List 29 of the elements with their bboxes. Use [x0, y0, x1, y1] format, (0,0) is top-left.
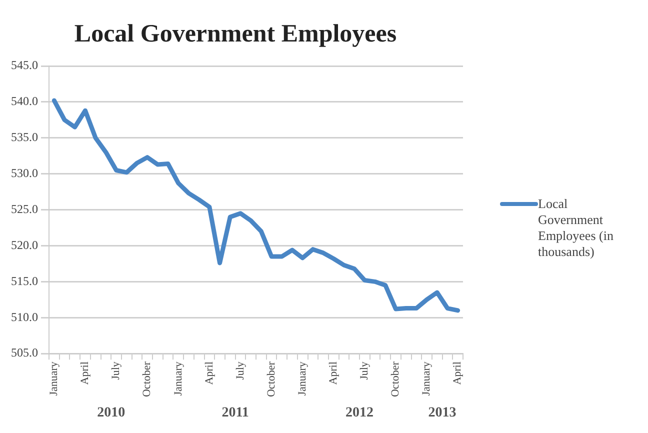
y-tick-label: 525.0: [11, 202, 38, 216]
legend-label: Local Government Employees (in thousands): [538, 196, 614, 260]
y-tick-label: 540.0: [11, 94, 38, 108]
x-tick-label: October: [390, 361, 402, 398]
x-tick-label: January: [48, 361, 60, 396]
x-tick-label: July: [110, 361, 122, 380]
x-tick-label: April: [203, 362, 216, 385]
y-tick-label: 530.0: [11, 166, 38, 180]
y-tick-label: 515.0: [11, 274, 38, 288]
y-tick-label: 545.0: [11, 58, 38, 72]
x-tick-label: April: [452, 362, 464, 385]
text: 2013: [428, 406, 456, 421]
x-tick-label: April: [79, 362, 92, 385]
text: 2012: [346, 406, 374, 421]
x-tick-label: January: [296, 361, 308, 396]
x-tick-label: April: [328, 362, 340, 385]
text: 2011: [222, 406, 249, 421]
x-tick-label: October: [141, 361, 154, 398]
y-tick-label: 520.0: [11, 238, 38, 252]
x-tick-label: January: [420, 361, 433, 396]
text: 2010: [97, 406, 126, 421]
y-tick-label: 505.0: [11, 346, 38, 360]
chart-title: Local Government Employees: [74, 20, 397, 48]
x-tick-label: October: [265, 361, 278, 398]
y-tick-label: 535.0: [11, 130, 38, 144]
x-tick-label: July: [358, 361, 371, 380]
x-tick-label: January: [172, 361, 184, 396]
y-tick-label: 510.0: [11, 310, 38, 324]
x-tick-label: July: [234, 361, 246, 380]
